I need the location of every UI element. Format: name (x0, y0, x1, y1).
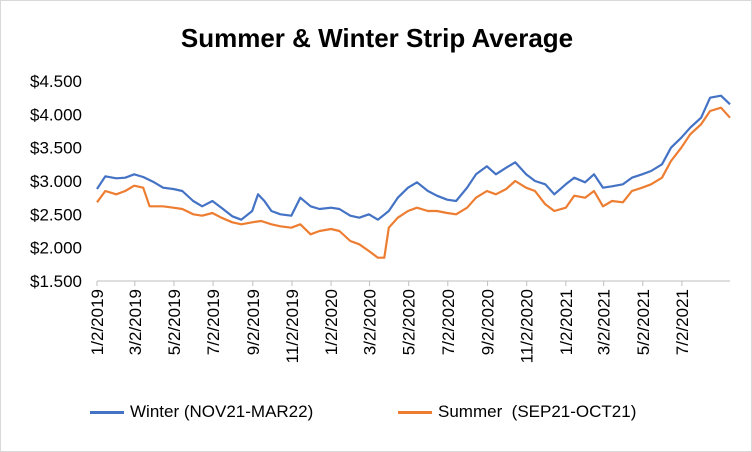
y-tick-label: $3.000 (30, 172, 82, 191)
x-tick-label: 7/2/2019 (204, 289, 223, 355)
x-axis: 1/2/2019 3/2/2019 5/2/2019 7/2/2019 9/2/2019… (88, 280, 730, 363)
x-tick-label: 3/2/2021 (595, 289, 614, 355)
series-line-summer (96, 106, 731, 259)
y-axis: $1.500 $2.000 $2.500 $3.000 $3.500 $4.000 $4.5… (30, 72, 82, 291)
y-tick-label: $2.500 (30, 205, 82, 224)
x-tick-label: 5/2/2019 (165, 289, 184, 355)
x-tick-label: 7/2/2020 (439, 289, 458, 355)
x-tick-label: 1/2/2020 (322, 289, 341, 355)
y-tick-label: $4.000 (30, 105, 82, 124)
x-tick-label: 5/2/2020 (400, 289, 419, 355)
x-tick-label: 5/2/2021 (634, 289, 653, 355)
legend-item-winter: Winter (NOV21-MAR22) (90, 402, 313, 422)
y-tick-label: $2.000 (30, 239, 82, 258)
legend-line-summer (398, 410, 432, 414)
x-tick-label: 1/2/2019 (88, 289, 107, 355)
x-tick-label: 3/2/2019 (126, 289, 145, 355)
legend-line-winter (90, 410, 124, 414)
x-tick-label: 1/2/2021 (557, 289, 576, 355)
x-tick-label: 9/2/2020 (479, 289, 498, 355)
y-tick-label: $1.500 (30, 272, 82, 291)
x-tick-label: 11/2/2020 (518, 289, 537, 363)
legend: Winter (NOV21-MAR22) Summer (SEP21-OCT21… (0, 398, 752, 428)
x-tick-label: 3/2/2020 (361, 289, 380, 355)
y-tick-label: $3.500 (30, 139, 82, 158)
legend-label-summer: Summer (SEP21-OCT21) (438, 402, 637, 421)
x-tick-label: 11/2/2019 (283, 289, 302, 363)
plot-lines (96, 94, 731, 259)
legend-item-summer: Summer (SEP21-OCT21) (398, 402, 636, 422)
series-line-winter (96, 94, 731, 221)
y-tick-label: $4.500 (30, 72, 82, 91)
x-tick-label: 9/2/2019 (244, 289, 263, 355)
x-tick-label: 7/2/2021 (673, 289, 692, 355)
legend-label-winter: Winter (NOV21-MAR22) (130, 402, 314, 421)
chart-title: Summer & Winter Strip Average (180, 23, 574, 53)
